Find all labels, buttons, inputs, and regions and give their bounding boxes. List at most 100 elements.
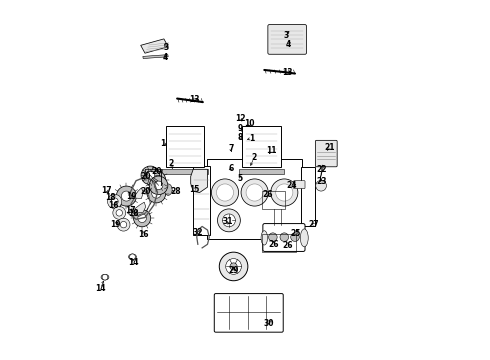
- Circle shape: [146, 171, 155, 180]
- Polygon shape: [141, 39, 168, 53]
- Ellipse shape: [128, 254, 136, 260]
- Text: 27: 27: [309, 220, 319, 229]
- FancyBboxPatch shape: [268, 24, 306, 54]
- Text: 9: 9: [238, 125, 243, 134]
- Polygon shape: [134, 188, 143, 199]
- Ellipse shape: [164, 184, 172, 195]
- Text: 4: 4: [285, 40, 291, 49]
- FancyBboxPatch shape: [166, 126, 204, 167]
- Text: 17: 17: [101, 186, 112, 195]
- Circle shape: [291, 233, 299, 242]
- Text: 11: 11: [266, 146, 277, 155]
- Ellipse shape: [300, 229, 308, 247]
- Circle shape: [116, 210, 122, 216]
- Circle shape: [270, 179, 298, 206]
- Text: 6: 6: [229, 164, 234, 173]
- Text: 25: 25: [290, 229, 300, 238]
- Text: 4: 4: [163, 53, 169, 62]
- Text: 18: 18: [128, 209, 139, 218]
- FancyBboxPatch shape: [242, 126, 281, 167]
- Circle shape: [138, 214, 147, 222]
- Circle shape: [226, 258, 242, 274]
- Text: 28: 28: [170, 187, 181, 196]
- Text: 26: 26: [269, 240, 279, 249]
- Circle shape: [211, 179, 239, 206]
- Text: 23: 23: [316, 176, 327, 185]
- Circle shape: [122, 191, 131, 201]
- Text: 18: 18: [105, 193, 115, 202]
- Circle shape: [111, 198, 118, 205]
- Text: 2: 2: [169, 159, 173, 168]
- Circle shape: [154, 181, 163, 190]
- Text: 26: 26: [282, 240, 293, 249]
- Circle shape: [141, 166, 160, 185]
- Text: 13: 13: [283, 68, 293, 77]
- Text: 17: 17: [124, 206, 135, 215]
- Ellipse shape: [261, 231, 268, 245]
- Text: 30: 30: [264, 319, 274, 328]
- FancyBboxPatch shape: [316, 140, 337, 167]
- Circle shape: [147, 171, 166, 189]
- FancyBboxPatch shape: [294, 181, 305, 189]
- Ellipse shape: [101, 274, 109, 280]
- Polygon shape: [135, 202, 146, 213]
- Text: 22: 22: [316, 165, 327, 174]
- Circle shape: [220, 252, 248, 281]
- Circle shape: [241, 179, 268, 206]
- Text: 24: 24: [286, 181, 296, 190]
- Circle shape: [113, 206, 126, 219]
- Circle shape: [280, 233, 289, 242]
- Text: 15: 15: [189, 185, 199, 194]
- Circle shape: [134, 210, 151, 227]
- Circle shape: [316, 180, 326, 191]
- FancyBboxPatch shape: [162, 169, 208, 174]
- Circle shape: [121, 221, 127, 228]
- Text: 31: 31: [223, 217, 233, 226]
- Text: 16: 16: [139, 230, 149, 239]
- Circle shape: [276, 184, 293, 201]
- Text: 29: 29: [228, 266, 239, 275]
- Circle shape: [130, 254, 135, 260]
- Text: 20: 20: [141, 187, 151, 196]
- Text: 5: 5: [238, 175, 243, 184]
- Circle shape: [107, 194, 122, 208]
- Circle shape: [117, 186, 136, 206]
- Text: 20: 20: [151, 167, 162, 176]
- Polygon shape: [143, 55, 168, 59]
- Text: 12: 12: [235, 114, 245, 123]
- Text: 8: 8: [238, 132, 243, 141]
- Circle shape: [117, 218, 130, 231]
- FancyBboxPatch shape: [207, 158, 302, 239]
- Circle shape: [217, 184, 234, 201]
- Text: 20: 20: [141, 172, 151, 181]
- Text: 7: 7: [228, 144, 233, 153]
- FancyBboxPatch shape: [239, 169, 284, 174]
- Polygon shape: [191, 169, 207, 193]
- FancyBboxPatch shape: [214, 294, 283, 332]
- Text: 10: 10: [244, 120, 254, 129]
- Text: 3: 3: [163, 42, 169, 51]
- FancyBboxPatch shape: [301, 167, 316, 226]
- Polygon shape: [318, 165, 323, 188]
- FancyBboxPatch shape: [193, 166, 210, 235]
- Circle shape: [222, 214, 235, 227]
- FancyBboxPatch shape: [263, 224, 305, 251]
- Circle shape: [147, 184, 166, 203]
- Text: 14: 14: [95, 284, 105, 293]
- Circle shape: [246, 184, 263, 201]
- Text: 1: 1: [161, 139, 166, 148]
- Circle shape: [218, 209, 241, 232]
- Text: 14: 14: [128, 258, 139, 267]
- Text: 2: 2: [251, 153, 257, 162]
- Circle shape: [230, 263, 237, 270]
- Circle shape: [152, 189, 161, 198]
- Text: 21: 21: [324, 143, 335, 152]
- Circle shape: [149, 176, 168, 195]
- Text: 32: 32: [193, 228, 203, 237]
- Circle shape: [102, 274, 108, 280]
- Circle shape: [152, 175, 161, 185]
- Text: 3: 3: [284, 31, 289, 40]
- Text: 19: 19: [126, 192, 137, 201]
- Text: 16: 16: [109, 201, 119, 210]
- Text: 19: 19: [110, 220, 120, 229]
